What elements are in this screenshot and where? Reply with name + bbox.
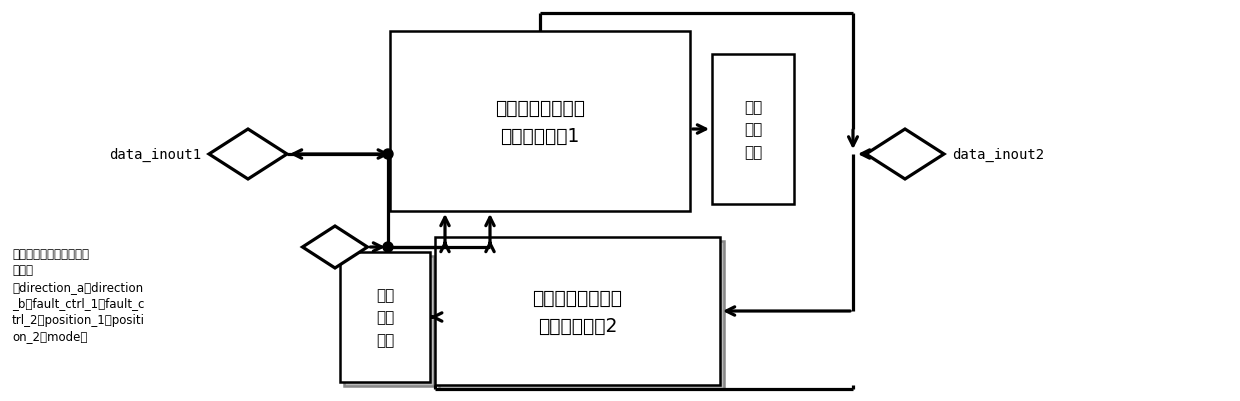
Bar: [340, 252, 430, 382]
Bar: [343, 256, 434, 386]
Text: data_inout2: data_inout2: [952, 148, 1044, 162]
Text: 定制
故障
方式: 定制 故障 方式: [744, 100, 763, 159]
Bar: [439, 241, 724, 389]
Bar: [712, 55, 794, 205]
Text: 数据方向、注错模式等控
制信号
（direction_a，direction
_b，fault_ctrl_1，fault_c
trl_2，position_1，: 数据方向、注错模式等控 制信号 （direction_a，direction _…: [12, 247, 145, 342]
Polygon shape: [303, 227, 367, 268]
Text: 定制
故障
方式: 定制 故障 方式: [376, 288, 394, 347]
Bar: [391, 32, 689, 211]
Text: 数据方向、注错模
式等控制模块2: 数据方向、注错模 式等控制模块2: [532, 288, 622, 335]
Polygon shape: [210, 130, 286, 180]
Text: data_inout1: data_inout1: [109, 148, 201, 162]
Polygon shape: [866, 130, 944, 180]
Circle shape: [383, 150, 393, 160]
Text: 数据方向、注错模
式等控制模块1: 数据方向、注错模 式等控制模块1: [495, 98, 585, 145]
Bar: [435, 237, 720, 385]
Circle shape: [383, 242, 393, 252]
